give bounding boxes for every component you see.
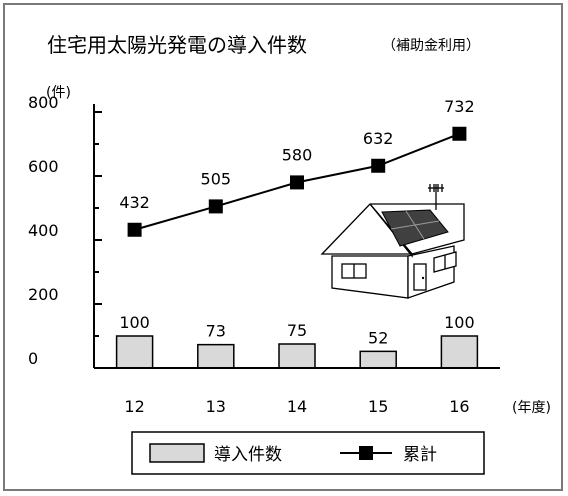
line-data-label: 632: [363, 129, 394, 148]
line-series: 432 505 580 632 732: [119, 97, 475, 237]
y-tick-label: 400: [28, 221, 59, 240]
bar-data-label: 100: [119, 313, 150, 332]
x-tick-label: 15: [368, 397, 388, 416]
chart-title: 住宅用太陽光発電の導入件数: [47, 33, 307, 57]
legend-bar-swatch: [149, 443, 205, 463]
legend-bar-label: 導入件数: [214, 445, 282, 465]
x-tick-label: 12: [124, 397, 144, 416]
line-marker: [371, 158, 386, 173]
y-axis-unit-label: (件): [46, 85, 71, 101]
y-tick-label: 200: [28, 285, 59, 304]
x-axis-tick-labels: 12 13 14 15 16: [124, 397, 469, 416]
y-tick-label: 800: [28, 93, 59, 112]
bar: [115, 335, 154, 369]
bar-data-label: 52: [368, 328, 388, 347]
legend-line-label: 累計: [403, 445, 437, 465]
line-marker: [208, 199, 223, 214]
line-data-label: 432: [119, 193, 150, 212]
bar: [278, 343, 316, 369]
x-tick-label: 16: [449, 397, 469, 416]
legend-line-marker: [359, 446, 373, 460]
house-with-solar-panel-icon: [320, 184, 465, 299]
bar-data-label: 73: [206, 322, 226, 341]
bar: [440, 335, 479, 369]
bar: [197, 343, 235, 369]
bar: [359, 350, 397, 369]
x-axis-unit-label: (年度): [512, 400, 551, 416]
line-marker: [452, 126, 467, 141]
y-tick-label: 600: [28, 157, 59, 176]
line-data-label: 580: [282, 145, 313, 164]
line-data-label: 505: [201, 169, 232, 188]
bar-series: 100 73 75 52 100: [115, 313, 479, 369]
line-data-label: 732: [444, 97, 475, 116]
bar-data-label: 75: [287, 321, 307, 340]
legend: 導入件数 累計: [131, 431, 485, 475]
x-tick-label: 14: [287, 397, 307, 416]
y-tick-label: 0: [28, 349, 38, 368]
x-tick-label: 13: [206, 397, 226, 416]
chart-subtitle: （補助金利用）: [382, 38, 480, 54]
bar-data-label: 100: [444, 313, 475, 332]
line-marker: [290, 175, 304, 190]
chart-frame: [3, 3, 563, 491]
line-marker: [127, 222, 142, 237]
